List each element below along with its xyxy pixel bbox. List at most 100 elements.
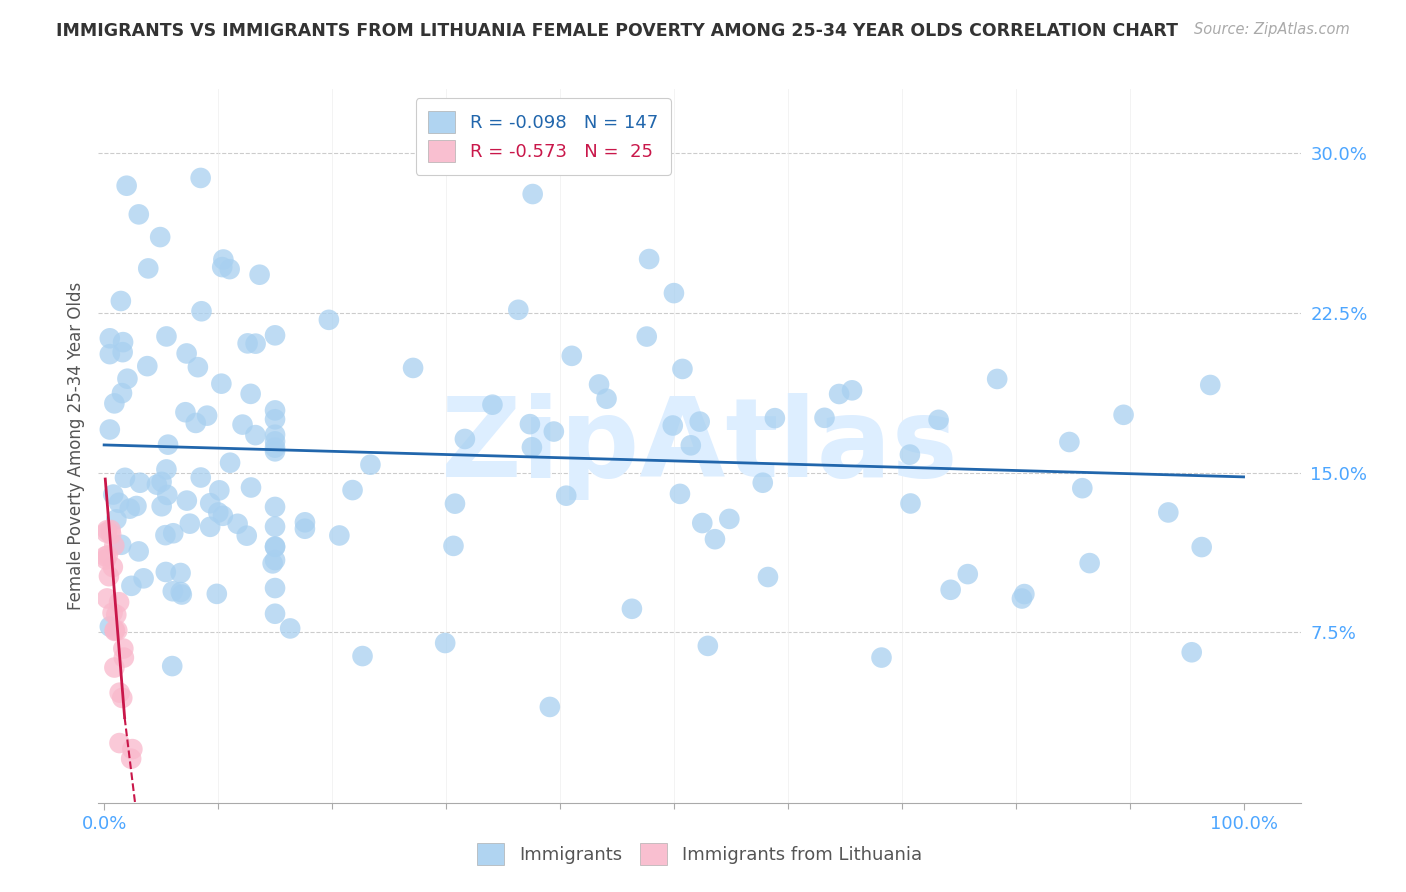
Point xyxy=(1199,378,1222,392)
Point xyxy=(264,553,287,567)
Point xyxy=(561,349,583,363)
Point xyxy=(104,624,127,638)
Point xyxy=(359,458,381,472)
Point xyxy=(190,304,212,318)
Point xyxy=(519,417,541,432)
Point xyxy=(636,329,658,343)
Point xyxy=(538,700,561,714)
Point xyxy=(1112,408,1135,422)
Point xyxy=(98,347,121,361)
Point xyxy=(162,584,184,599)
Point xyxy=(117,372,139,386)
Point xyxy=(294,522,316,536)
Point xyxy=(190,470,212,484)
Point xyxy=(264,500,287,514)
Point xyxy=(1181,645,1204,659)
Point xyxy=(207,506,229,520)
Point xyxy=(264,403,287,417)
Point xyxy=(149,230,172,244)
Point xyxy=(212,508,235,523)
Point xyxy=(751,475,773,490)
Point xyxy=(239,387,262,401)
Point xyxy=(212,252,235,267)
Point xyxy=(481,398,503,412)
Point xyxy=(120,752,142,766)
Point xyxy=(696,639,718,653)
Point xyxy=(671,362,693,376)
Point xyxy=(176,346,198,360)
Point xyxy=(342,483,364,497)
Point xyxy=(136,359,159,373)
Point xyxy=(218,262,240,277)
Point xyxy=(155,528,177,542)
Point xyxy=(150,475,173,489)
Text: ZipAtlas: ZipAtlas xyxy=(441,392,957,500)
Point xyxy=(103,660,125,674)
Point xyxy=(520,440,543,454)
Point xyxy=(1014,587,1036,601)
Point xyxy=(620,601,643,615)
Point xyxy=(443,539,465,553)
Point xyxy=(170,585,193,599)
Point xyxy=(105,624,128,638)
Point xyxy=(187,360,209,375)
Point xyxy=(1011,591,1033,606)
Point xyxy=(208,483,231,498)
Point xyxy=(444,497,467,511)
Point xyxy=(96,523,118,537)
Point xyxy=(704,532,727,546)
Point xyxy=(669,487,692,501)
Point xyxy=(94,552,117,566)
Point xyxy=(638,252,661,266)
Point xyxy=(170,588,193,602)
Point xyxy=(105,607,128,622)
Point xyxy=(264,519,287,533)
Point xyxy=(328,528,350,542)
Text: IMMIGRANTS VS IMMIGRANTS FROM LITHUANIA FEMALE POVERTY AMONG 25-34 YEAR OLDS COR: IMMIGRANTS VS IMMIGRANTS FROM LITHUANIA … xyxy=(56,22,1178,40)
Point xyxy=(94,549,117,564)
Point xyxy=(249,268,271,282)
Point xyxy=(235,529,257,543)
Point xyxy=(429,150,451,164)
Point xyxy=(841,384,863,398)
Point xyxy=(264,434,287,449)
Point xyxy=(264,412,287,426)
Point xyxy=(98,619,121,633)
Point xyxy=(108,736,131,750)
Point xyxy=(155,565,177,579)
Point xyxy=(939,582,962,597)
Point xyxy=(146,477,169,491)
Point xyxy=(96,591,118,606)
Point xyxy=(679,438,702,452)
Point xyxy=(1059,435,1081,450)
Point xyxy=(264,540,287,554)
Point xyxy=(690,516,713,530)
Point xyxy=(179,516,201,531)
Point xyxy=(718,512,741,526)
Point xyxy=(226,516,249,531)
Point xyxy=(195,409,218,423)
Point xyxy=(184,416,207,430)
Point xyxy=(264,607,287,621)
Point xyxy=(190,170,212,185)
Point xyxy=(1157,506,1180,520)
Point xyxy=(108,496,131,510)
Point xyxy=(900,496,922,510)
Point xyxy=(454,432,477,446)
Point xyxy=(174,405,197,419)
Point xyxy=(98,423,121,437)
Point xyxy=(169,566,191,580)
Point xyxy=(111,690,134,705)
Point xyxy=(264,444,287,458)
Point xyxy=(661,418,683,433)
Point xyxy=(264,441,287,455)
Point xyxy=(264,540,287,554)
Point xyxy=(105,512,128,526)
Point xyxy=(264,328,287,343)
Point xyxy=(508,302,530,317)
Point xyxy=(986,372,1008,386)
Point xyxy=(662,286,685,301)
Point xyxy=(128,207,150,221)
Y-axis label: Female Poverty Among 25-34 Year Olds: Female Poverty Among 25-34 Year Olds xyxy=(66,282,84,610)
Legend: Immigrants, Immigrants from Lithuania: Immigrants, Immigrants from Lithuania xyxy=(470,836,929,872)
